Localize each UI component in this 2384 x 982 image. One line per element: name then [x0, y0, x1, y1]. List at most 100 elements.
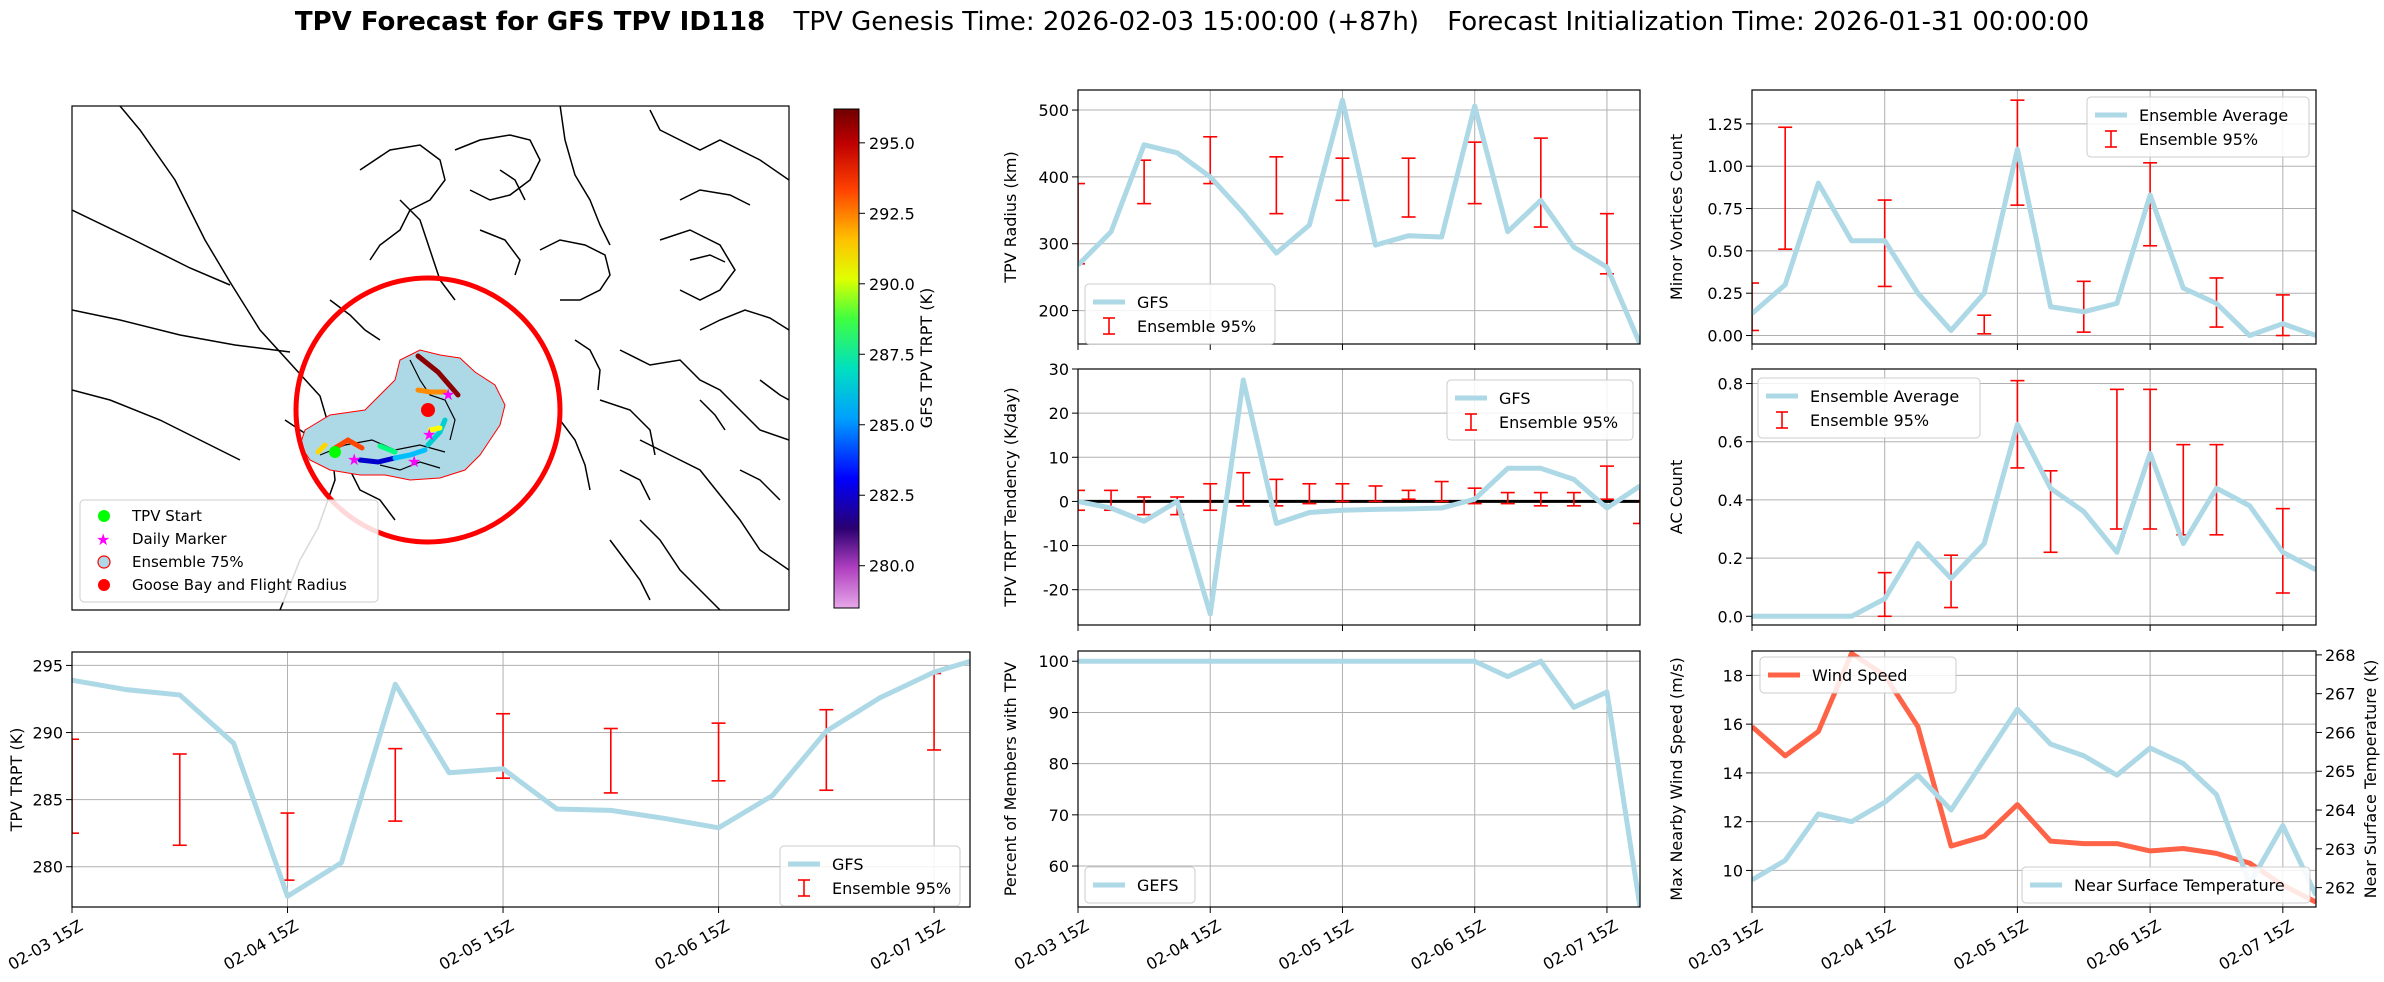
colorbar-tick-label: 295.0: [869, 134, 915, 153]
y-tick-label: 10: [1049, 448, 1069, 467]
svg-text:★: ★: [347, 450, 361, 469]
legend-label: Wind Speed: [1812, 666, 1907, 685]
y2-axis-label: Near Surface Temperature (K): [2361, 660, 2380, 899]
plot-area: [1078, 658, 1640, 907]
y-tick-label: 10: [1723, 861, 1743, 880]
y-axis-label: Minor Vortices Count: [1667, 134, 1686, 300]
y-axis-label: TPV Radius (km): [1001, 151, 1020, 284]
legend-box: [2086, 96, 2310, 158]
y-tick-label: 0.0: [1718, 607, 1743, 626]
y-tick-label: 290: [32, 724, 63, 743]
colorbar-ticks: 280.0 282.5 285.0 287.5 290.0 292.5 295.0: [859, 134, 915, 576]
radius-chart: 200 300 400 500 TPV Radius (km) GFS Ensemble 9…: [1001, 89, 1641, 350]
x-tick-label: 02-05 15Z: [1950, 916, 2031, 974]
series-line: [1078, 377, 1640, 617]
tendency-chart: -20 -10 0 10 20 30 TPV TRPT Tendency (K/day) GF…: [1001, 360, 1641, 631]
legend-label: Ensemble 95%: [1499, 413, 1618, 432]
y-tick-label: -10: [1043, 537, 1069, 556]
legend-goosebay-marker: [98, 579, 110, 591]
x-tick-label: 02-04 15Z: [1817, 916, 1898, 974]
y-tick-label: 285: [32, 791, 63, 810]
y-axis-label: AC Count: [1667, 460, 1686, 534]
y-tick-label: 80: [1049, 755, 1069, 774]
ensemble-75-region: [299, 349, 506, 481]
chart-legend: GFS Ensemble 95%: [779, 845, 961, 907]
chart-legend: GFS Ensemble 95%: [1084, 283, 1276, 345]
y-axis-label: Max Nearby Wind Speed (m/s): [1667, 657, 1686, 900]
x-tick-label: 02-07 15Z: [1540, 916, 1621, 974]
colorbar-tick-label: 290.0: [869, 275, 915, 294]
y-tick-label: 0.00: [1707, 327, 1743, 346]
legend-box: [1084, 866, 1196, 904]
axes-frame: [1077, 368, 1641, 626]
y2-tick-label: 265: [2325, 762, 2356, 781]
series-line: [1078, 658, 1640, 907]
y-tick-label: 280: [32, 858, 63, 877]
y-tick-label: 30: [1049, 360, 1069, 379]
y-tick-label: 300: [1038, 235, 1069, 254]
y2-tick-label: 267: [2325, 685, 2356, 704]
chart-legend: Near Surface Temperature: [2021, 866, 2311, 904]
temperature-line: [1752, 706, 2316, 897]
daily-markers: ★ ★ ★ ★: [347, 385, 455, 471]
y-tick-label: 400: [1038, 168, 1069, 187]
x-tick-label: 02-07 15Z: [867, 916, 948, 974]
colorbar-tick-label: 292.5: [869, 204, 915, 223]
y-tick-label: 60: [1049, 857, 1069, 876]
plot-area: [1078, 377, 1640, 617]
y-tick-label: 0.8: [1718, 375, 1743, 394]
y2-tick-label: 266: [2325, 723, 2356, 742]
y-tick-label: 18: [1723, 666, 1743, 685]
legend-label: Ensemble 95%: [2139, 130, 2258, 149]
legend-daily-marker: ★: [96, 530, 110, 549]
y-tick-label: 295: [32, 656, 63, 675]
chart-legend: GFS Ensemble 95%: [1446, 379, 1634, 441]
legend-box: [1084, 283, 1276, 345]
colorbar: [833, 108, 860, 609]
x-tick-label: 02-03 15Z: [1685, 916, 1766, 974]
plot-area: [1752, 379, 2316, 619]
legend-box: [2021, 866, 2311, 904]
plot-area: [1078, 97, 1640, 344]
map-panel: ★ ★ ★ ★ TPV Start ★ Daily Marker Ensembl…: [71, 105, 936, 611]
map-legend-item: Daily Marker: [132, 530, 227, 548]
y-tick-label: -20: [1043, 581, 1069, 600]
chart-legend: Ensemble Average Ensemble 95%: [2086, 96, 2310, 158]
svg-text:★: ★: [422, 425, 436, 444]
legend-label: Ensemble 95%: [1810, 411, 1929, 430]
y-tick-label: 200: [1038, 302, 1069, 321]
legend-label: GFS: [832, 855, 863, 874]
legend-start-marker: [98, 510, 110, 522]
map-legend-item: Ensemble 75%: [132, 553, 244, 571]
x-tick-label: 02-06 15Z: [651, 916, 732, 974]
y-tick-label: 70: [1049, 806, 1069, 825]
chart-legend: Wind Speed: [1759, 656, 1957, 694]
figure-title: TPV Forecast for GFS TPV ID118 TPV Genes…: [295, 7, 2089, 37]
y-tick-label: 0.50: [1707, 242, 1743, 261]
y-tick-label: 14: [1723, 764, 1743, 783]
legend-box: [1757, 377, 1981, 439]
svg-text:★: ★: [407, 452, 421, 471]
y2-tick-label: 264: [2325, 801, 2356, 820]
legend-label: Ensemble Average: [1810, 387, 1959, 406]
legend-label: GFS: [1137, 293, 1168, 312]
axes-frame: [1751, 650, 2317, 908]
colorbar-tick-label: 282.5: [869, 486, 915, 505]
legend-ensemble-marker: [97, 555, 111, 569]
chart-legend: GEFS: [1084, 866, 1196, 904]
x-tick-label: 02-04 15Z: [1143, 916, 1224, 974]
y-axis-label: Percent of Members with TPV: [1001, 662, 1020, 896]
svg-text:★: ★: [441, 385, 455, 404]
members-chart: 60 70 80 90 100 Percent of Members with TPV 02…: [1001, 650, 1641, 974]
y-tick-label: 12: [1723, 813, 1743, 832]
y-tick-label: 20: [1049, 404, 1069, 423]
axes-frame: [1077, 89, 1641, 345]
x-tick-label: 02-05 15Z: [1275, 916, 1356, 974]
y2-tick-label: 263: [2325, 840, 2356, 859]
series-line: [72, 658, 970, 899]
x-tick-label: 02-03 15Z: [1011, 916, 1092, 974]
colorbar-label: GFS TPV TRPT (K): [917, 288, 936, 428]
trpt-chart: 280 285 290 295 TPV TRPT (K) 02-03 15Z 02-04 1…: [5, 651, 971, 974]
series-line: [1078, 97, 1640, 344]
